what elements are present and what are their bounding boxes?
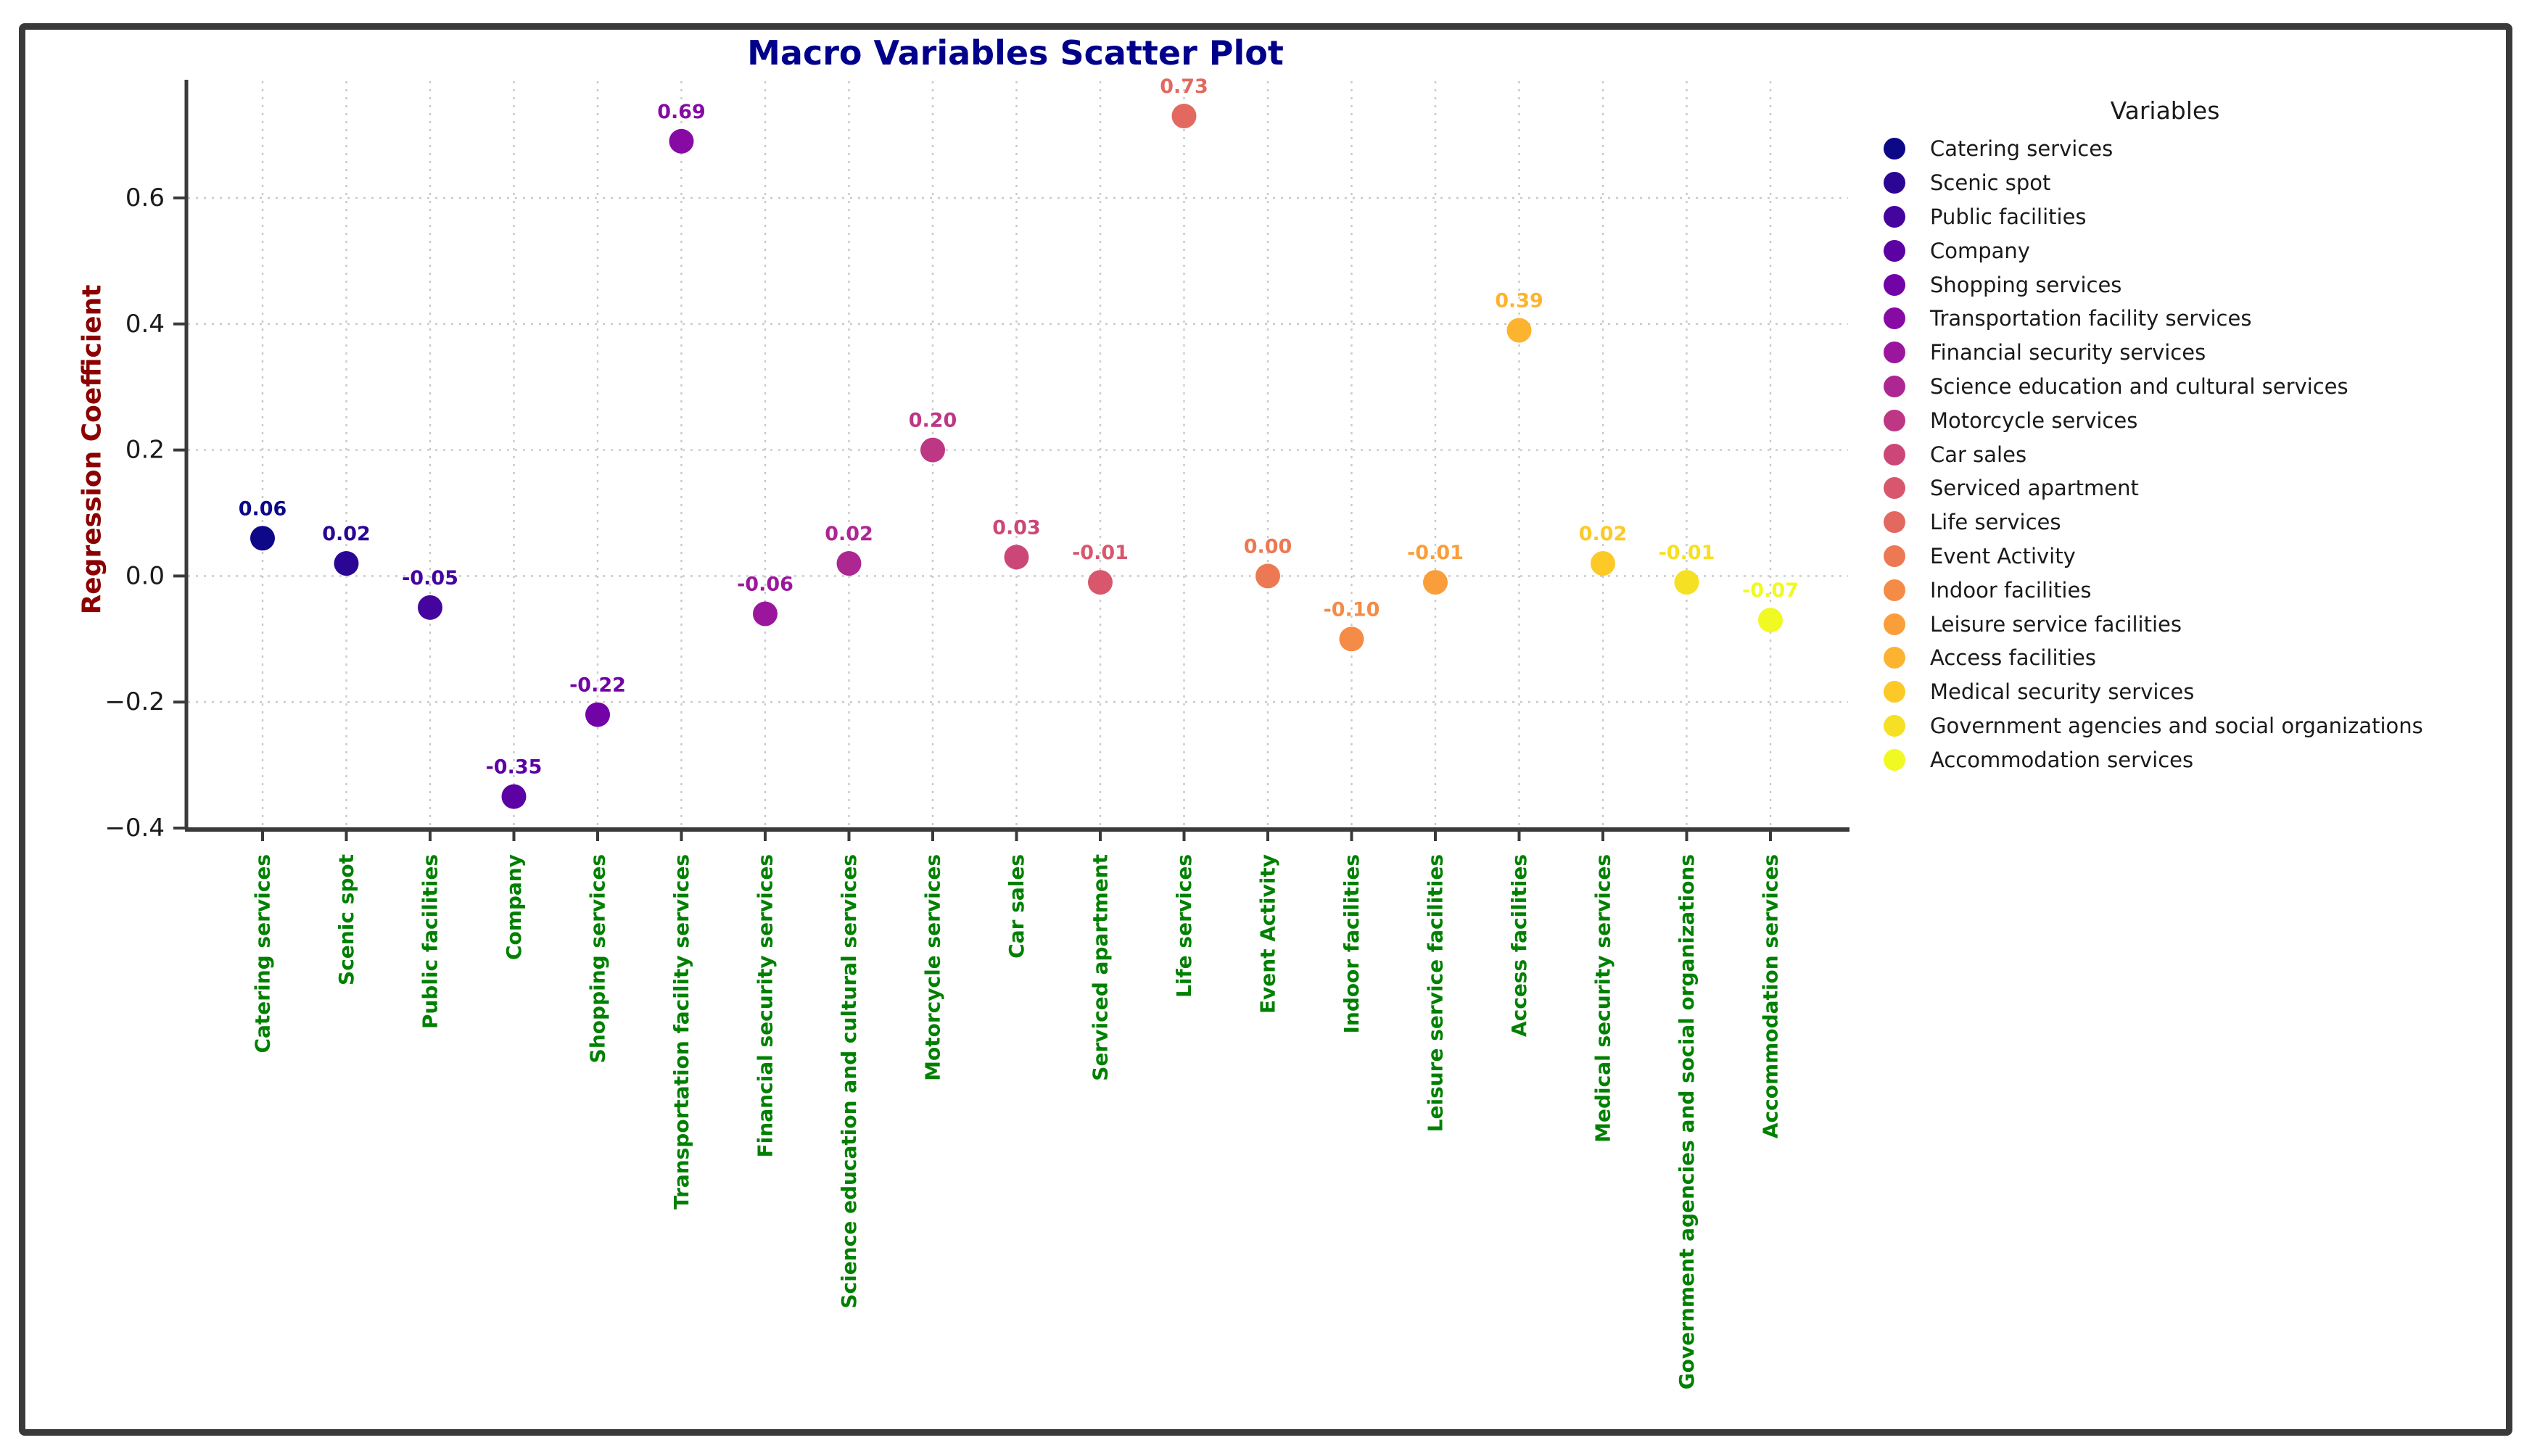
data-point bbox=[1088, 570, 1113, 595]
data-point-value-label: 0.02 bbox=[825, 523, 873, 545]
data-point bbox=[1171, 104, 1197, 129]
data-point bbox=[1506, 318, 1532, 343]
data-point-value-label: -0.01 bbox=[1072, 542, 1129, 564]
data-point-value-label: -0.01 bbox=[1659, 542, 1715, 564]
data-point bbox=[334, 551, 359, 576]
data-point bbox=[1004, 545, 1029, 570]
data-point bbox=[1591, 551, 1615, 576]
data-point-value-label: 0.39 bbox=[1495, 289, 1543, 312]
data-point bbox=[1674, 570, 1699, 595]
x-tick-label: Indoor facilities bbox=[1340, 854, 1364, 1034]
data-point bbox=[1758, 608, 1783, 633]
data-point-value-label: -0.01 bbox=[1407, 542, 1464, 564]
data-point bbox=[920, 437, 945, 463]
y-tick-label: 0.4 bbox=[125, 310, 165, 339]
y-tick-label: 0.2 bbox=[125, 436, 165, 465]
data-point bbox=[1423, 570, 1448, 595]
x-tick-label: Access facilities bbox=[1507, 854, 1531, 1037]
data-point-value-label: -0.10 bbox=[1324, 598, 1380, 621]
data-point-value-label: -0.06 bbox=[737, 574, 793, 596]
data-point bbox=[585, 702, 610, 727]
x-tick-label: Science education and cultural services bbox=[837, 854, 861, 1309]
x-tick-label: Government agencies and social organizat… bbox=[1675, 854, 1699, 1389]
y-tick-label: −0.4 bbox=[104, 814, 165, 843]
data-point-value-label: -0.22 bbox=[569, 674, 626, 697]
x-tick-label: Transportation facility services bbox=[669, 854, 693, 1209]
x-tick-label: Medical security services bbox=[1591, 854, 1615, 1143]
data-point bbox=[669, 128, 694, 154]
data-point-value-label: 0.20 bbox=[909, 410, 957, 432]
data-point-value-label: 0.02 bbox=[1579, 523, 1628, 545]
x-tick-label: Company bbox=[502, 854, 526, 960]
x-tick-label: Leisure service facilities bbox=[1424, 854, 1448, 1132]
x-tick-label: Car sales bbox=[1005, 854, 1028, 959]
x-tick-label: Life services bbox=[1172, 854, 1196, 998]
data-point bbox=[418, 595, 442, 620]
x-tick-label: Shopping services bbox=[586, 854, 610, 1063]
data-point bbox=[250, 526, 275, 551]
x-tick-label: Scenic spot bbox=[334, 854, 358, 985]
y-tick-label: 0.6 bbox=[125, 183, 165, 212]
x-tick-label: Public facilities bbox=[418, 854, 442, 1029]
chart-title: Macro Variables Scatter Plot bbox=[747, 33, 1284, 73]
data-point-value-label: 0.06 bbox=[239, 497, 287, 520]
x-tick-label: Motorcycle services bbox=[921, 854, 945, 1081]
data-point-value-label: -0.07 bbox=[1742, 579, 1799, 602]
data-point-value-label: 0.00 bbox=[1244, 535, 1292, 558]
x-tick-label: Financial security services bbox=[754, 854, 778, 1157]
x-tick-label: Serviced apartment bbox=[1089, 854, 1113, 1081]
x-tick-label: Accommodation services bbox=[1759, 854, 1783, 1138]
data-point-value-label: 0.73 bbox=[1160, 75, 1208, 98]
data-point-value-label: 0.69 bbox=[657, 101, 706, 123]
data-point-value-label: 0.03 bbox=[992, 516, 1041, 539]
data-point bbox=[1255, 563, 1280, 589]
data-point bbox=[836, 551, 862, 576]
screenshot-border-frame bbox=[19, 23, 2512, 1436]
data-point-value-label: -0.05 bbox=[402, 567, 458, 590]
data-point-value-label: -0.35 bbox=[486, 756, 543, 779]
data-point bbox=[753, 601, 778, 626]
data-point-value-label: 0.02 bbox=[322, 523, 371, 545]
y-tick-label: 0.0 bbox=[125, 561, 165, 590]
x-tick-label: Catering services bbox=[251, 854, 275, 1054]
data-point bbox=[1339, 626, 1364, 652]
y-tick-label: −0.2 bbox=[104, 687, 165, 716]
data-point bbox=[501, 784, 527, 809]
x-tick-label: Event Activity bbox=[1256, 854, 1280, 1014]
